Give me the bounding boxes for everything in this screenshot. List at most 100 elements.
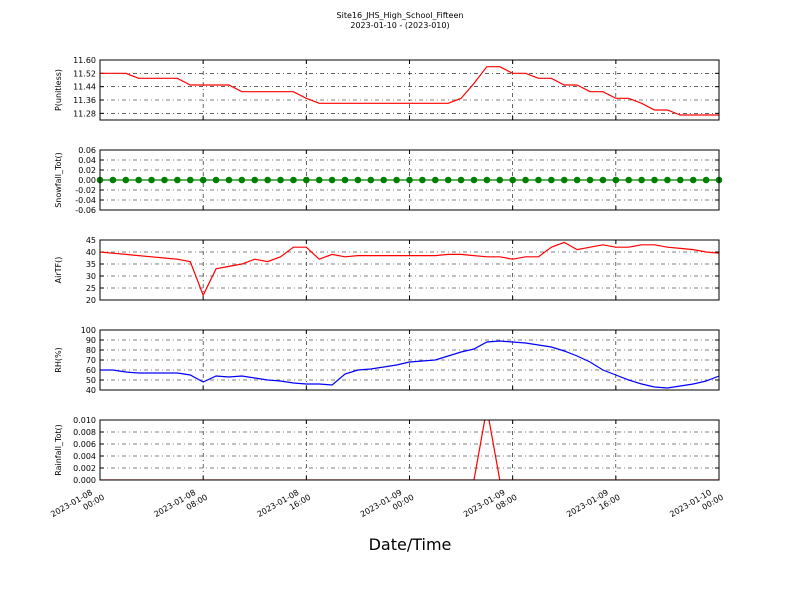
x-tick-label: 2023-01-1000:00 (668, 484, 725, 528)
data-point (509, 176, 516, 184)
data-line (100, 241, 719, 297)
data-point (651, 176, 658, 184)
y-axis-label: Snowfall_Tot() (54, 152, 63, 208)
x-tick-label: 2023-01-0900:00 (359, 484, 416, 528)
y-tick-label: 40 (86, 248, 96, 257)
y-axis-label: Rainfall_Tot() (54, 424, 63, 476)
x-tick-label: 2023-01-0808:00 (152, 484, 209, 528)
y-axis-label: RH(%) (54, 347, 63, 372)
data-point (393, 176, 400, 184)
y-tick-label: 0.00 (78, 176, 96, 185)
data-point (560, 176, 568, 184)
data-point (225, 176, 233, 184)
data-point (290, 176, 297, 184)
y-tick-label: 25 (86, 284, 96, 293)
data-point (625, 176, 633, 184)
data-point (638, 176, 645, 184)
data-point (444, 176, 452, 184)
y-tick-label: 0.004 (73, 452, 96, 461)
y-tick-label: 35 (86, 260, 96, 269)
data-point (264, 176, 271, 184)
y-axis-label: AirTF() (54, 257, 63, 284)
data-point (664, 176, 671, 184)
y-tick-label: 0.010 (73, 416, 96, 425)
data-point (186, 176, 194, 184)
axes-frame (99, 239, 720, 301)
data-point (174, 176, 181, 184)
data-point (328, 176, 336, 184)
data-point (419, 176, 426, 184)
data-point (689, 176, 697, 184)
data-point (199, 176, 207, 184)
y-tick-label: 20 (86, 296, 96, 305)
data-point (109, 176, 117, 184)
y-tick-label: -0.04 (75, 196, 96, 205)
data-point (457, 176, 465, 184)
x-tick-label: 2023-01-0908:00 (462, 484, 519, 528)
data-point (367, 176, 375, 184)
y-tick-label: 0.000 (73, 476, 96, 485)
y-tick-label: 100 (81, 326, 96, 335)
y-tick-label: 30 (86, 272, 96, 281)
data-point (431, 176, 439, 184)
data-point (470, 176, 478, 184)
y-axis-label: P(unitless) (54, 69, 63, 111)
data-line (100, 340, 719, 389)
data-point (212, 176, 220, 184)
data-point (599, 176, 607, 184)
data-point (251, 176, 259, 184)
axes-frame (99, 59, 720, 121)
x-tick-label: 2023-01-0800:00 (49, 484, 106, 528)
y-tick-label: 11.36 (73, 96, 96, 105)
data-point (406, 176, 413, 184)
data-point (522, 176, 529, 184)
axes-frame (99, 149, 720, 211)
data-point (677, 176, 684, 184)
y-tick-label: 45 (86, 236, 96, 245)
y-tick-label: 90 (86, 336, 96, 345)
y-tick-label: 70 (86, 356, 96, 365)
axes-frame (99, 419, 720, 481)
y-tick-label: 11.44 (73, 83, 96, 92)
y-tick-label: 40 (86, 386, 96, 395)
y-tick-label: 11.52 (73, 69, 96, 78)
x-axis-label: Date/Time (369, 535, 452, 554)
data-point (277, 176, 284, 184)
chart-title: Site16_JHS_High_School_Fifteen (337, 11, 464, 20)
data-point (483, 176, 491, 184)
data-point (548, 176, 555, 184)
data-point (612, 176, 620, 184)
data-point (315, 176, 323, 184)
y-tick-label: 11.28 (73, 109, 96, 118)
y-tick-label: -0.02 (75, 186, 96, 195)
y-tick-label: 0.006 (73, 440, 96, 449)
data-point (161, 176, 168, 184)
x-tick-label: 2023-01-0916:00 (565, 484, 622, 528)
y-tick-label: 0.02 (78, 166, 96, 175)
data-point (702, 176, 710, 184)
y-tick-label: 60 (86, 366, 96, 375)
data-point (238, 176, 246, 184)
data-point (586, 176, 594, 184)
y-tick-label: 0.002 (73, 464, 96, 473)
y-tick-label: -0.06 (75, 206, 96, 215)
y-tick-label: 0.04 (78, 156, 96, 165)
data-point (573, 176, 581, 184)
axes-frame (99, 329, 720, 391)
y-tick-label: 0.06 (78, 146, 96, 155)
data-point (380, 176, 388, 184)
data-point (496, 176, 504, 184)
data-point (122, 176, 130, 184)
y-tick-label: 80 (86, 346, 96, 355)
data-point (303, 176, 310, 184)
data-line (100, 66, 719, 116)
data-point (341, 176, 349, 184)
data-point (135, 176, 142, 184)
y-tick-label: 0.008 (73, 428, 96, 437)
data-point (148, 176, 155, 184)
data-point (535, 176, 542, 184)
data-point (354, 176, 362, 184)
y-tick-label: 11.60 (73, 56, 96, 65)
y-tick-label: 50 (86, 376, 96, 385)
